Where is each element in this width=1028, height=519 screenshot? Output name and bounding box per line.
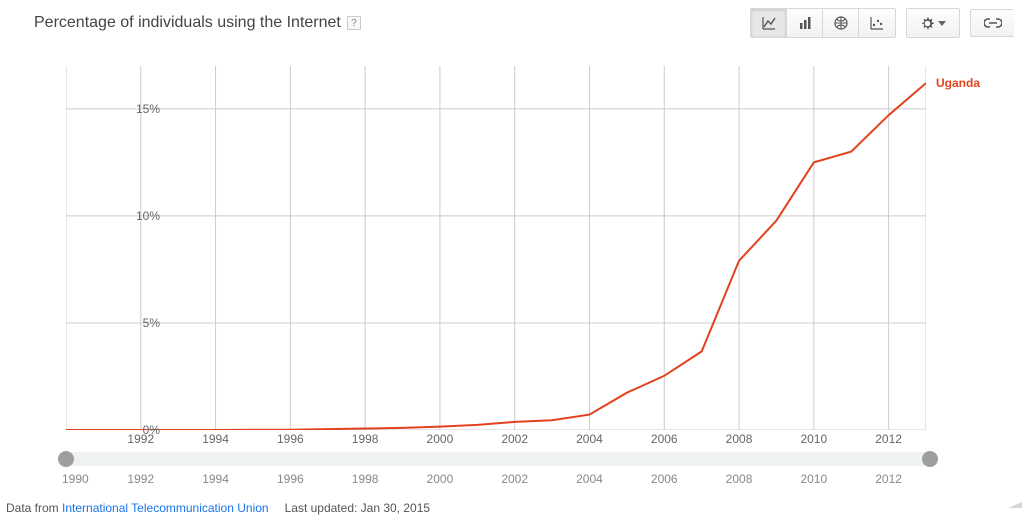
- x-tick-label: 1994: [202, 432, 229, 446]
- slider-tick-label: 2000: [427, 472, 454, 486]
- footer-updated: Last updated: Jan 30, 2015: [285, 501, 430, 515]
- slider-tick-label: 2006: [651, 472, 678, 486]
- toolbar: [750, 8, 1014, 38]
- slider-tick-label: 2012: [875, 472, 902, 486]
- slider-tick-label: 2002: [501, 472, 528, 486]
- map-button[interactable]: [823, 9, 859, 37]
- line-chart-button[interactable]: [751, 9, 787, 37]
- scatter-icon: [869, 15, 885, 31]
- x-tick-label: 2008: [726, 432, 753, 446]
- bar-chart-button[interactable]: [787, 9, 823, 37]
- settings-button[interactable]: [907, 9, 959, 37]
- footer-source: Data from International Telecommunicatio…: [6, 501, 269, 515]
- gear-icon: [920, 16, 935, 31]
- series-label: Uganda: [936, 76, 980, 90]
- caret-down-icon: [938, 21, 946, 26]
- globe-icon: [833, 15, 849, 31]
- chart-svg: [66, 66, 926, 430]
- scatter-chart-button[interactable]: [859, 9, 895, 37]
- y-tick-label: 5%: [110, 316, 160, 330]
- x-tick-label: 2010: [800, 432, 827, 446]
- x-tick-label: 2002: [501, 432, 528, 446]
- x-tick-label: 1992: [127, 432, 154, 446]
- x-tick-label: 2004: [576, 432, 603, 446]
- slider-start-label: 1990: [62, 472, 89, 486]
- header: Percentage of individuals using the Inte…: [0, 0, 1028, 42]
- x-tick-label: 1996: [277, 432, 304, 446]
- x-tick-label: 2006: [651, 432, 678, 446]
- slider-tick-label: 2008: [726, 472, 753, 486]
- slider-tick-label: 2004: [576, 472, 603, 486]
- time-slider[interactable]: [62, 452, 934, 466]
- link-icon: [984, 17, 1002, 29]
- slider-tick-label: 1996: [277, 472, 304, 486]
- slider-handle-right[interactable]: [922, 451, 938, 467]
- source-link[interactable]: International Telecommunication Union: [62, 501, 269, 515]
- slider-labels: 1990 1992 1994 1996 1998 2000 2002 2004 2006 200…: [0, 472, 1028, 492]
- chart-type-group: [750, 8, 896, 38]
- help-icon[interactable]: ?: [347, 16, 361, 30]
- x-tick-label: 2000: [427, 432, 454, 446]
- slider-tick-label: 2010: [800, 472, 827, 486]
- link-button[interactable]: [970, 9, 1014, 37]
- footer: Data from International Telecommunicatio…: [6, 501, 430, 515]
- x-tick-label: 2012: [875, 432, 902, 446]
- y-tick-label: 10%: [110, 209, 160, 223]
- x-tick-label: 1998: [352, 432, 379, 446]
- slider-tick-label: 1992: [127, 472, 154, 486]
- title-wrap: Percentage of individuals using the Inte…: [34, 14, 361, 32]
- y-tick-label: 15%: [110, 102, 160, 116]
- slider-tick-label: 1994: [202, 472, 229, 486]
- chart-title: Percentage of individuals using the Inte…: [34, 14, 341, 32]
- slider-tick-label: 1998: [352, 472, 379, 486]
- bar-chart-icon: [797, 15, 813, 31]
- footer-prefix: Data from: [6, 501, 62, 515]
- edit-corner-icon[interactable]: [1006, 492, 1024, 515]
- chart-area: [66, 66, 926, 430]
- slider-handle-left[interactable]: [58, 451, 74, 467]
- settings-group: [906, 8, 960, 38]
- line-chart-icon: [761, 15, 777, 31]
